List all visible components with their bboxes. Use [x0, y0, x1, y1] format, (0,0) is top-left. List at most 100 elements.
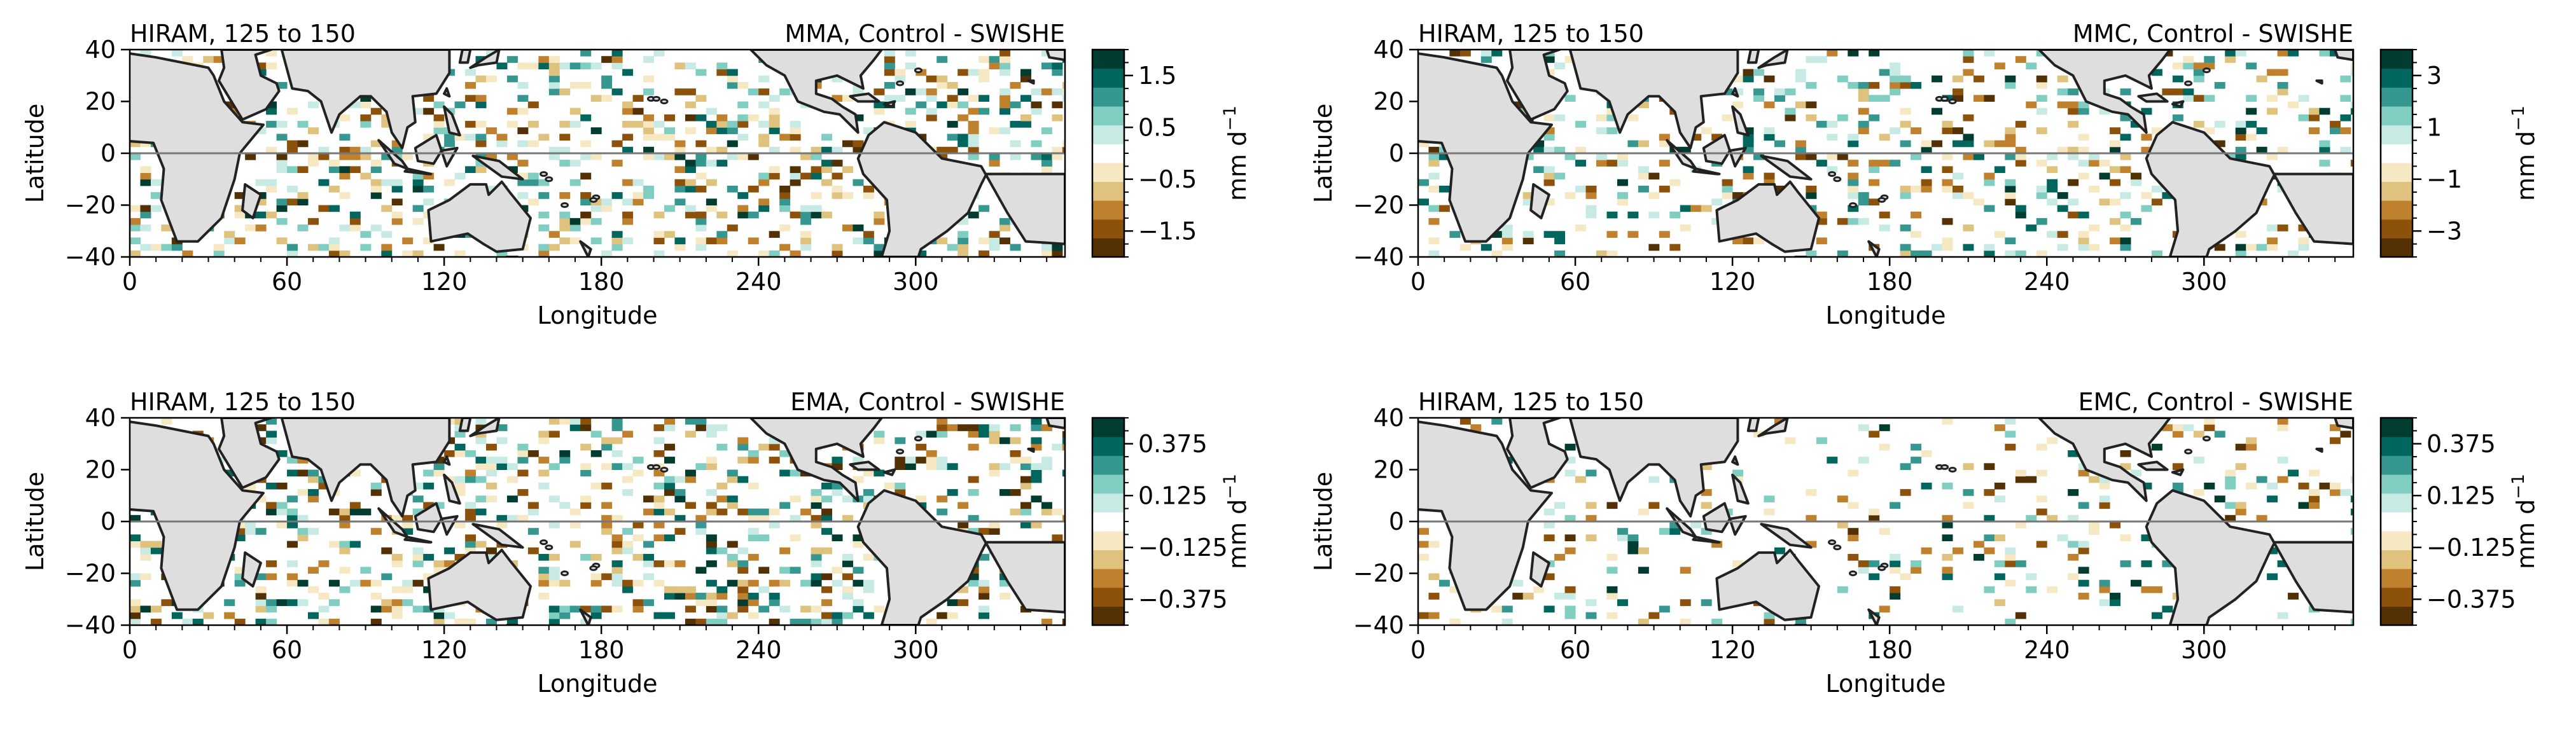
anomaly-cell	[664, 457, 675, 464]
anomaly-cell	[779, 502, 791, 509]
anomaly-cell	[465, 618, 477, 625]
anomaly-cell	[1554, 114, 1566, 121]
anomaly-cell	[957, 114, 969, 121]
anomaly-cell	[758, 140, 770, 148]
anomaly-cell	[737, 457, 749, 464]
landmass	[2145, 489, 2353, 625]
anomaly-cell	[611, 437, 623, 445]
anomaly-cell	[999, 50, 1011, 57]
anomaly-cell	[727, 81, 738, 89]
anomaly-cell	[895, 489, 906, 496]
anomaly-cell	[517, 172, 529, 180]
anomaly-cell	[2288, 50, 2299, 57]
anomaly-cell	[632, 553, 644, 561]
landmass	[1506, 418, 1569, 489]
anomaly-cell	[2256, 75, 2267, 83]
anomaly-cell	[664, 424, 675, 431]
anomaly-cell	[486, 553, 497, 561]
anomaly-cell	[874, 107, 885, 115]
anomaly-cell	[1606, 553, 1618, 561]
island	[1828, 539, 1837, 546]
anomaly-cell	[1921, 185, 1932, 193]
anomaly-cell	[171, 612, 183, 619]
anomaly-cell	[2068, 515, 2079, 522]
anomaly-cell	[297, 528, 309, 535]
anomaly-cell	[695, 172, 707, 180]
anomaly-cell	[1732, 237, 1744, 245]
landmass	[458, 418, 472, 432]
anomaly-cell	[957, 586, 969, 593]
anomaly-cell	[832, 95, 843, 102]
anomaly-cell	[224, 612, 235, 619]
anomaly-cell	[611, 56, 623, 63]
anomaly-cell	[2277, 81, 2288, 89]
x-tick-label: 180	[578, 636, 625, 664]
anomaly-cell	[1953, 547, 1963, 555]
anomaly-cell	[2005, 140, 2016, 148]
anomaly-cell	[475, 437, 487, 445]
x-tick-label: 180	[1867, 636, 1913, 664]
anomaly-cell	[716, 211, 728, 219]
anomaly-cell	[506, 56, 518, 63]
anomaly-cell	[548, 579, 560, 587]
anomaly-cell	[779, 205, 791, 212]
island	[660, 467, 669, 473]
anomaly-cell	[506, 495, 518, 502]
landmass	[1757, 50, 1789, 69]
anomaly-cell	[643, 127, 655, 134]
anomaly-cell	[664, 593, 675, 600]
anomaly-field	[1418, 418, 2353, 625]
anomaly-cell	[423, 573, 435, 581]
anomaly-cell	[978, 431, 990, 438]
anomaly-cell	[685, 502, 696, 509]
anomaly-cell	[611, 237, 623, 245]
anomaly-cell	[664, 418, 675, 425]
landmass	[469, 50, 501, 69]
anomaly-cell	[1837, 153, 1848, 160]
anomaly-cell	[1438, 153, 1450, 160]
island	[1948, 467, 1957, 473]
anomaly-cell	[548, 431, 560, 438]
anomaly-cell	[590, 450, 602, 457]
anomaly-cell	[1879, 134, 1890, 141]
anomaly-cell	[287, 469, 298, 477]
anomaly-cell	[2183, 95, 2194, 102]
anomaly-cell	[1963, 502, 1974, 509]
anomaly-cell	[622, 237, 634, 245]
anomaly-cell	[370, 160, 382, 167]
anomaly-cell	[811, 560, 822, 567]
anomaly-cell	[748, 508, 759, 516]
anomaly-cell	[1900, 244, 1911, 251]
anomaly-cell	[727, 121, 738, 128]
anomaly-cell	[1585, 211, 1597, 219]
anomaly-cell	[1774, 140, 1785, 148]
anomaly-cell	[580, 198, 592, 205]
anomaly-cell	[506, 121, 518, 128]
anomaly-cell	[758, 101, 770, 109]
colorbar-label: mm d−1	[2509, 474, 2540, 569]
anomaly-cell	[1052, 443, 1063, 451]
anomaly-cell	[1732, 560, 1744, 567]
anomaly-cell	[1932, 107, 1943, 115]
anomaly-cell	[412, 205, 424, 212]
island	[1833, 544, 1842, 551]
anomaly-cell	[287, 166, 298, 174]
anomaly-cell	[863, 185, 874, 193]
anomaly-cell	[957, 502, 969, 509]
anomaly-cell	[1052, 508, 1063, 516]
anomaly-cell	[486, 153, 497, 160]
anomaly-cell	[2120, 166, 2131, 174]
anomaly-cell	[255, 211, 267, 219]
anomaly-cell	[748, 450, 759, 457]
anomaly-cell	[1701, 463, 1712, 470]
anomaly-cell	[1428, 237, 1440, 245]
anomaly-cell	[1732, 88, 1744, 95]
anomaly-cell	[1722, 185, 1733, 193]
anomaly-cell	[297, 515, 309, 522]
anomaly-cell	[821, 515, 833, 522]
anomaly-cell	[716, 612, 728, 619]
x-tick-label: 300	[2181, 268, 2227, 296]
anomaly-cell	[1052, 88, 1063, 95]
anomaly-cell	[1680, 224, 1691, 231]
anomaly-cell	[2235, 231, 2246, 238]
